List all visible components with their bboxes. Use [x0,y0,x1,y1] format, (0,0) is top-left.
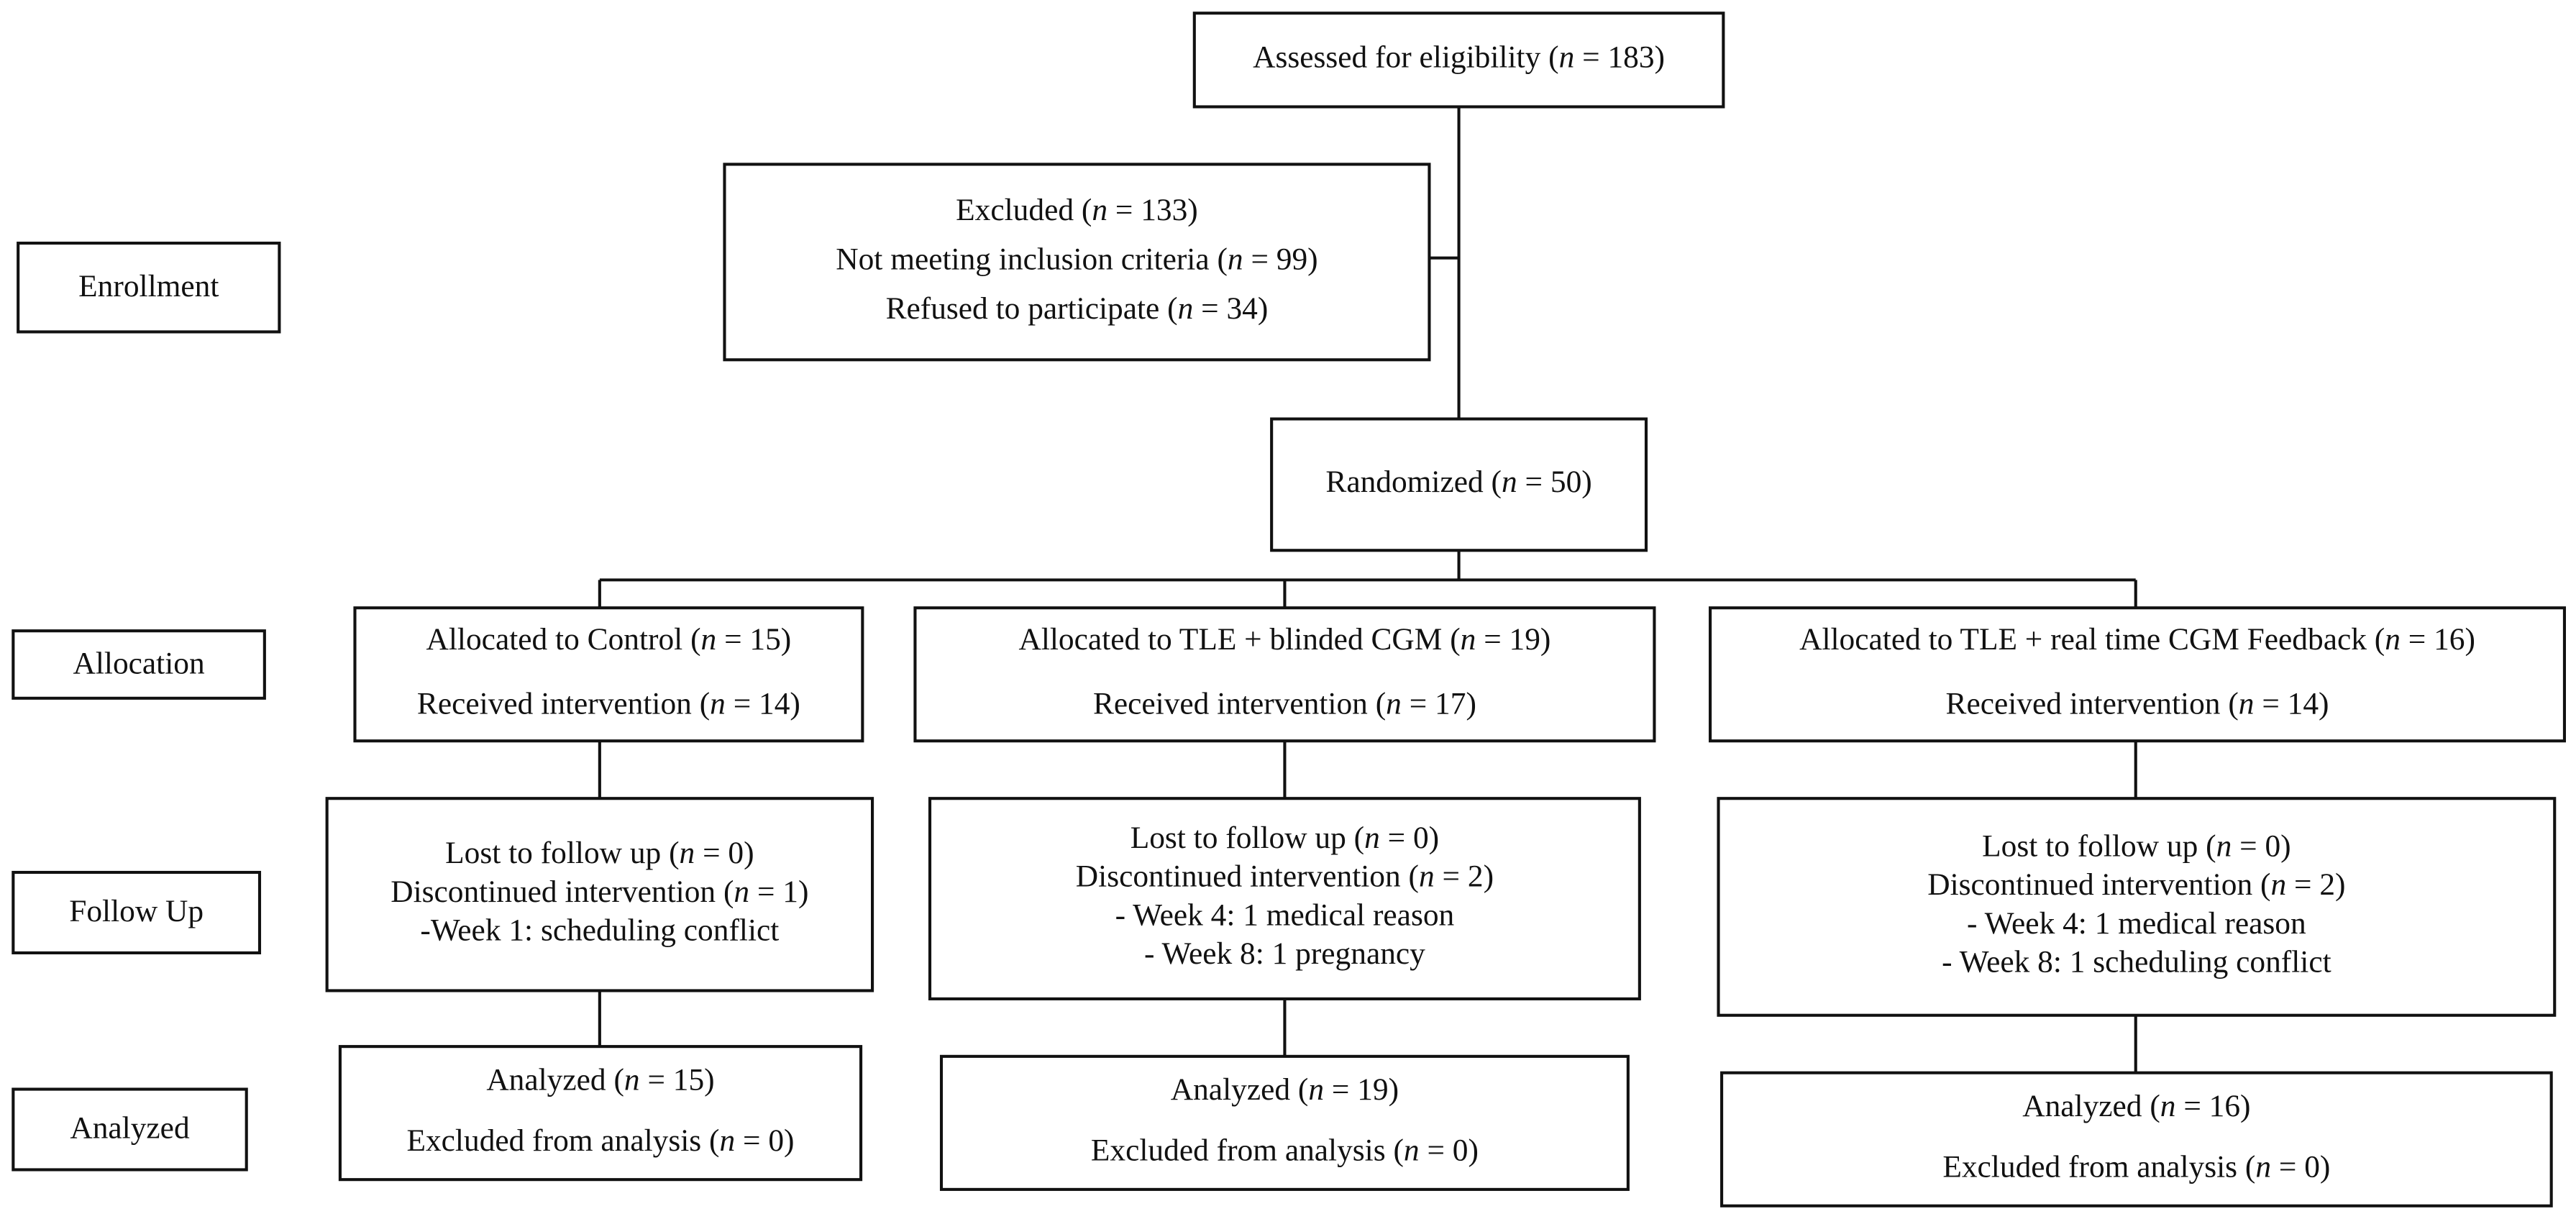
stage-text: Allocation [73,646,204,680]
flow-box: Excluded (n = 133) Not meeting inclusion … [723,163,1431,362]
box-line: Analyzed (n = 16) [2022,1089,2250,1123]
stage-text: Follow Up [69,894,204,928]
box [1270,417,1648,552]
box-line: Refused to participate (n = 34) [886,291,1269,326]
box [1720,1071,2553,1207]
box-line: - Week 8: 1 scheduling conflict [1942,944,2331,979]
box [353,606,864,743]
flow-box: Analyzed (n = 15) Excluded from analysis … [338,1045,863,1182]
flow-box: Analyzed (n = 16) Excluded from analysis … [1720,1071,2553,1207]
flow-box: Allocated to Control (n = 15) Received in… [353,606,864,743]
box-line: Discontinued intervention (n = 2) [1076,859,1494,894]
box-line: Analyzed (n = 15) [486,1062,714,1097]
box [723,163,1431,362]
stage-label: Allocation [12,629,266,700]
box-line: Excluded from analysis (n = 0) [406,1123,794,1158]
stage-text: Enrollment [78,269,219,303]
box-line: Received intervention (n = 17) [1093,686,1476,721]
box [913,606,1656,743]
box-line: Discontinued intervention (n = 2) [1927,867,2345,902]
stage-box [12,870,262,954]
stage-box [12,629,266,700]
box-line: Lost to follow up (n = 0) [1982,828,2290,863]
connectors [598,106,2137,1073]
flow-box: Randomized (n = 50) [1270,417,1648,552]
flow-box: Allocated to TLE + real time CGM Feedbac… [1709,606,2567,743]
box-line: - Week 8: 1 pregnancy [1144,936,1425,971]
box-line: Not meeting inclusion criteria (n = 99) [836,242,1317,276]
box-line: Discontinued intervention (n = 1) [390,875,808,909]
box-line: Randomized (n = 50) [1325,465,1591,499]
box-line: Assessed for eligibility (n = 183) [1253,40,1665,74]
flow-box: Assessed for eligibility (n = 183) [1192,12,1725,109]
flow-box: Lost to follow up (n = 0) Discontinued in… [1717,797,2557,1017]
box-line: Allocated to TLE + real time CGM Feedbac… [1799,622,2475,657]
box-line: Lost to follow up (n = 0) [1131,821,1439,855]
box-line: Allocated to TLE + blinded CGM (n = 19) [1018,622,1550,657]
box [1192,12,1725,109]
box-line: Analyzed (n = 19) [1171,1072,1399,1107]
box [939,1054,1630,1191]
box [928,797,1641,1000]
stage-label: Enrollment [17,242,281,334]
box [1717,797,2557,1017]
box-line: Excluded from analysis (n = 0) [1091,1133,1479,1168]
box-line: Excluded from analysis (n = 0) [1942,1149,2330,1184]
stage-label: Follow Up [12,870,262,954]
stage-box [12,1087,248,1172]
box-line: Lost to follow up (n = 0) [445,836,754,870]
box [338,1045,863,1182]
box-line: Received intervention (n = 14) [417,686,800,721]
box [325,797,874,992]
flow-box: Allocated to TLE + blinded CGM (n = 19) R… [913,606,1656,743]
flow-box: Lost to follow up (n = 0) Discontinued in… [325,797,874,992]
box-line: Excluded (n = 133) [956,193,1198,227]
box-line: -Week 1: scheduling conflict [420,913,779,947]
box-line: Allocated to Control (n = 15) [426,622,792,657]
flow-box: Lost to follow up (n = 0) Discontinued in… [928,797,1641,1000]
stage-label: Analyzed [12,1087,248,1172]
stage-text: Analyzed [70,1111,190,1146]
box-line: - Week 4: 1 medical reason [1115,898,1455,932]
box-line: Received intervention (n = 14) [1946,686,2329,721]
box-line: - Week 4: 1 medical reason [1967,906,2306,941]
flow-box: Analyzed (n = 19) Excluded from analysis … [939,1054,1630,1191]
box [1709,606,2567,743]
stage-box [17,242,281,334]
